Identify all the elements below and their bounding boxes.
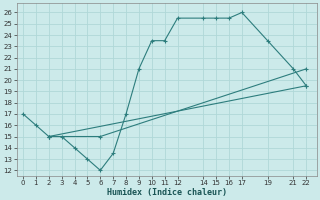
X-axis label: Humidex (Indice chaleur): Humidex (Indice chaleur) bbox=[107, 188, 227, 197]
